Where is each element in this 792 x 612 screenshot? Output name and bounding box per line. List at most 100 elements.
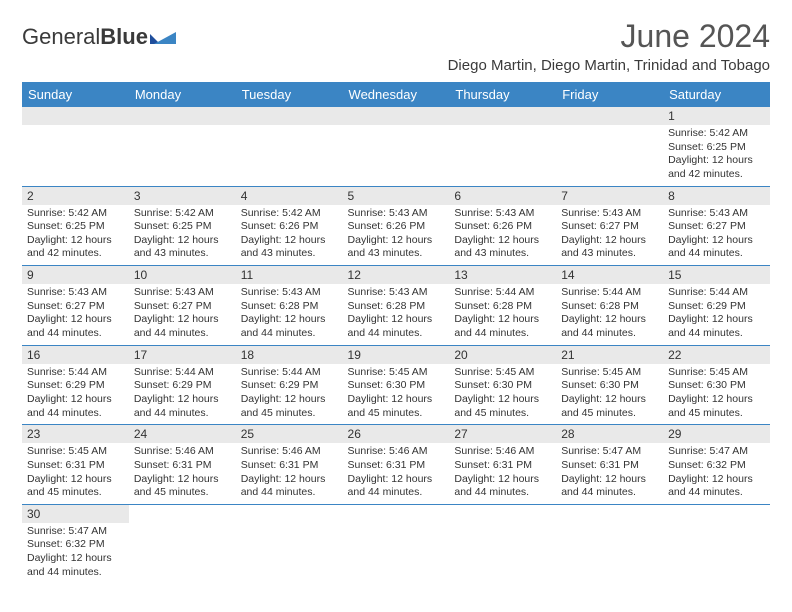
calendar-cell: 24Sunrise: 5:46 AMSunset: 6:31 PMDayligh… — [129, 425, 236, 505]
day-info: Sunrise: 5:47 AMSunset: 6:31 PMDaylight:… — [556, 443, 663, 504]
calendar-row: 9Sunrise: 5:43 AMSunset: 6:27 PMDaylight… — [22, 266, 770, 346]
day-info: Sunrise: 5:46 AMSunset: 6:31 PMDaylight:… — [343, 443, 450, 504]
calendar-row: 2Sunrise: 5:42 AMSunset: 6:25 PMDaylight… — [22, 186, 770, 266]
day-info: Sunrise: 5:43 AMSunset: 6:27 PMDaylight:… — [129, 284, 236, 345]
day-number: 12 — [343, 266, 450, 284]
day-number: 15 — [663, 266, 770, 284]
calendar-row: 23Sunrise: 5:45 AMSunset: 6:31 PMDayligh… — [22, 425, 770, 505]
calendar-cell — [236, 504, 343, 583]
day-info: Sunrise: 5:43 AMSunset: 6:26 PMDaylight:… — [449, 205, 556, 266]
day-number: 14 — [556, 266, 663, 284]
calendar-cell: 23Sunrise: 5:45 AMSunset: 6:31 PMDayligh… — [22, 425, 129, 505]
day-header: Wednesday — [343, 82, 450, 107]
day-info: Sunrise: 5:44 AMSunset: 6:28 PMDaylight:… — [449, 284, 556, 345]
day-number: 8 — [663, 187, 770, 205]
calendar-cell — [343, 107, 450, 186]
logo: GeneralBlue — [22, 24, 176, 50]
empty-day — [22, 107, 129, 125]
day-header: Tuesday — [236, 82, 343, 107]
day-info: Sunrise: 5:44 AMSunset: 6:29 PMDaylight:… — [22, 364, 129, 425]
day-number: 3 — [129, 187, 236, 205]
empty-day — [556, 107, 663, 125]
day-info: Sunrise: 5:44 AMSunset: 6:28 PMDaylight:… — [556, 284, 663, 345]
day-number: 30 — [22, 505, 129, 523]
calendar-cell: 21Sunrise: 5:45 AMSunset: 6:30 PMDayligh… — [556, 345, 663, 425]
calendar-cell: 4Sunrise: 5:42 AMSunset: 6:26 PMDaylight… — [236, 186, 343, 266]
month-title: June 2024 — [448, 18, 770, 55]
calendar-cell — [556, 107, 663, 186]
day-info: Sunrise: 5:47 AMSunset: 6:32 PMDaylight:… — [663, 443, 770, 504]
calendar-cell: 9Sunrise: 5:43 AMSunset: 6:27 PMDaylight… — [22, 266, 129, 346]
calendar-cell: 18Sunrise: 5:44 AMSunset: 6:29 PMDayligh… — [236, 345, 343, 425]
calendar-cell: 3Sunrise: 5:42 AMSunset: 6:25 PMDaylight… — [129, 186, 236, 266]
day-number: 9 — [22, 266, 129, 284]
calendar-cell: 5Sunrise: 5:43 AMSunset: 6:26 PMDaylight… — [343, 186, 450, 266]
day-header: Saturday — [663, 82, 770, 107]
day-number: 20 — [449, 346, 556, 364]
day-number: 10 — [129, 266, 236, 284]
day-header-row: Sunday Monday Tuesday Wednesday Thursday… — [22, 82, 770, 107]
day-info: Sunrise: 5:45 AMSunset: 6:30 PMDaylight:… — [449, 364, 556, 425]
day-info: Sunrise: 5:45 AMSunset: 6:30 PMDaylight:… — [343, 364, 450, 425]
calendar-cell — [343, 504, 450, 583]
logo-word-1: General — [22, 24, 100, 49]
calendar-cell — [449, 107, 556, 186]
calendar-cell — [22, 107, 129, 186]
day-info: Sunrise: 5:46 AMSunset: 6:31 PMDaylight:… — [449, 443, 556, 504]
calendar-row: 30Sunrise: 5:47 AMSunset: 6:32 PMDayligh… — [22, 504, 770, 583]
day-info: Sunrise: 5:45 AMSunset: 6:30 PMDaylight:… — [663, 364, 770, 425]
calendar-cell: 29Sunrise: 5:47 AMSunset: 6:32 PMDayligh… — [663, 425, 770, 505]
day-number: 11 — [236, 266, 343, 284]
calendar-cell: 17Sunrise: 5:44 AMSunset: 6:29 PMDayligh… — [129, 345, 236, 425]
day-number: 17 — [129, 346, 236, 364]
empty-day — [129, 107, 236, 125]
calendar-cell: 22Sunrise: 5:45 AMSunset: 6:30 PMDayligh… — [663, 345, 770, 425]
calendar-row: 16Sunrise: 5:44 AMSunset: 6:29 PMDayligh… — [22, 345, 770, 425]
day-number: 21 — [556, 346, 663, 364]
day-number: 13 — [449, 266, 556, 284]
calendar-cell: 27Sunrise: 5:46 AMSunset: 6:31 PMDayligh… — [449, 425, 556, 505]
calendar-cell: 1Sunrise: 5:42 AMSunset: 6:25 PMDaylight… — [663, 107, 770, 186]
calendar-cell: 25Sunrise: 5:46 AMSunset: 6:31 PMDayligh… — [236, 425, 343, 505]
calendar-cell — [129, 107, 236, 186]
calendar-cell: 2Sunrise: 5:42 AMSunset: 6:25 PMDaylight… — [22, 186, 129, 266]
day-info: Sunrise: 5:43 AMSunset: 6:26 PMDaylight:… — [343, 205, 450, 266]
day-header: Thursday — [449, 82, 556, 107]
calendar-cell: 28Sunrise: 5:47 AMSunset: 6:31 PMDayligh… — [556, 425, 663, 505]
calendar-cell: 15Sunrise: 5:44 AMSunset: 6:29 PMDayligh… — [663, 266, 770, 346]
day-number: 28 — [556, 425, 663, 443]
logo-word-2: Blue — [100, 24, 148, 49]
calendar-cell: 7Sunrise: 5:43 AMSunset: 6:27 PMDaylight… — [556, 186, 663, 266]
calendar-cell: 20Sunrise: 5:45 AMSunset: 6:30 PMDayligh… — [449, 345, 556, 425]
calendar-cell: 11Sunrise: 5:43 AMSunset: 6:28 PMDayligh… — [236, 266, 343, 346]
empty-day — [343, 107, 450, 125]
calendar-cell: 30Sunrise: 5:47 AMSunset: 6:32 PMDayligh… — [22, 504, 129, 583]
day-info: Sunrise: 5:47 AMSunset: 6:32 PMDaylight:… — [22, 523, 129, 584]
day-info: Sunrise: 5:45 AMSunset: 6:31 PMDaylight:… — [22, 443, 129, 504]
location: Diego Martin, Diego Martin, Trinidad and… — [448, 57, 770, 74]
day-number: 23 — [22, 425, 129, 443]
day-number: 5 — [343, 187, 450, 205]
day-info: Sunrise: 5:42 AMSunset: 6:25 PMDaylight:… — [129, 205, 236, 266]
calendar-row: 1Sunrise: 5:42 AMSunset: 6:25 PMDaylight… — [22, 107, 770, 186]
day-number: 16 — [22, 346, 129, 364]
calendar-cell — [129, 504, 236, 583]
calendar-cell: 19Sunrise: 5:45 AMSunset: 6:30 PMDayligh… — [343, 345, 450, 425]
day-number: 18 — [236, 346, 343, 364]
day-info: Sunrise: 5:42 AMSunset: 6:26 PMDaylight:… — [236, 205, 343, 266]
day-info: Sunrise: 5:44 AMSunset: 6:29 PMDaylight:… — [236, 364, 343, 425]
day-number: 27 — [449, 425, 556, 443]
day-info: Sunrise: 5:46 AMSunset: 6:31 PMDaylight:… — [236, 443, 343, 504]
calendar-cell: 8Sunrise: 5:43 AMSunset: 6:27 PMDaylight… — [663, 186, 770, 266]
calendar-cell: 13Sunrise: 5:44 AMSunset: 6:28 PMDayligh… — [449, 266, 556, 346]
calendar-cell — [236, 107, 343, 186]
calendar-cell: 6Sunrise: 5:43 AMSunset: 6:26 PMDaylight… — [449, 186, 556, 266]
day-number: 24 — [129, 425, 236, 443]
day-info: Sunrise: 5:43 AMSunset: 6:28 PMDaylight:… — [343, 284, 450, 345]
calendar-cell — [449, 504, 556, 583]
day-number: 19 — [343, 346, 450, 364]
day-header: Friday — [556, 82, 663, 107]
day-info: Sunrise: 5:42 AMSunset: 6:25 PMDaylight:… — [22, 205, 129, 266]
calendar-cell: 10Sunrise: 5:43 AMSunset: 6:27 PMDayligh… — [129, 266, 236, 346]
day-number: 7 — [556, 187, 663, 205]
